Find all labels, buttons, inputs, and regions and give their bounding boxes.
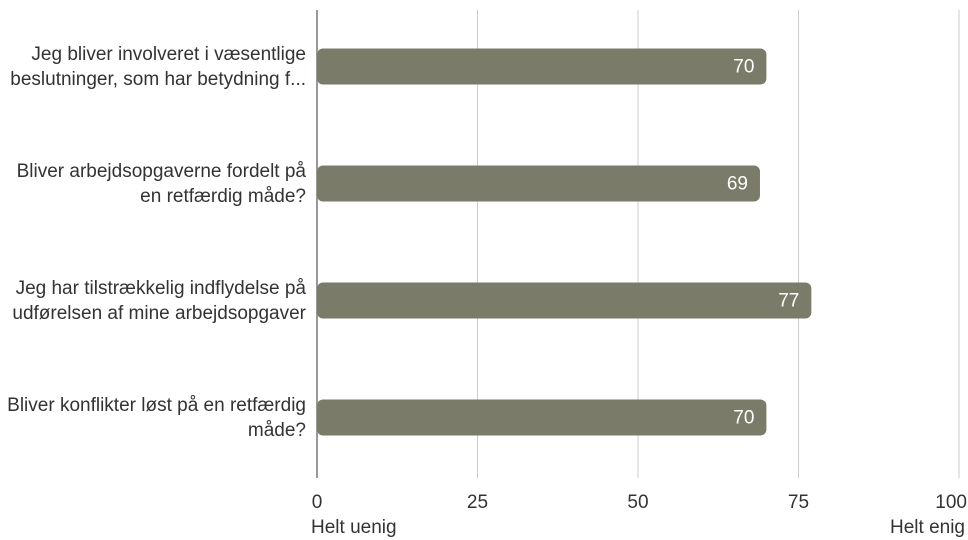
x-tick-label: 0	[312, 492, 323, 513]
category-label: Jeg bliver involveret i væsentlige beslu…	[10, 43, 306, 90]
category-label: Bliver arbejdsopgaverne fordelt på en re…	[16, 160, 306, 207]
x-tick-label: 50	[627, 492, 648, 513]
category-label: Bliver konflikter løst på en retfærdig m…	[7, 394, 306, 441]
bar	[317, 165, 760, 202]
x-axis-max-label: Helt enig	[890, 517, 965, 538]
x-tick-label: 75	[788, 492, 809, 513]
bar	[317, 282, 812, 319]
value-label: 77	[778, 291, 799, 312]
x-tick-label: 25	[467, 492, 488, 513]
value-label: 70	[733, 57, 754, 78]
value-label: 70	[733, 408, 754, 429]
bar	[317, 399, 767, 436]
x-tick-label: 100	[935, 492, 967, 513]
category-label: Jeg har tilstrækkelig indflydelse på udf…	[12, 277, 306, 324]
bar	[317, 48, 767, 85]
x-axis-min-label: Helt uenig	[311, 517, 397, 538]
value-label: 69	[727, 174, 748, 195]
